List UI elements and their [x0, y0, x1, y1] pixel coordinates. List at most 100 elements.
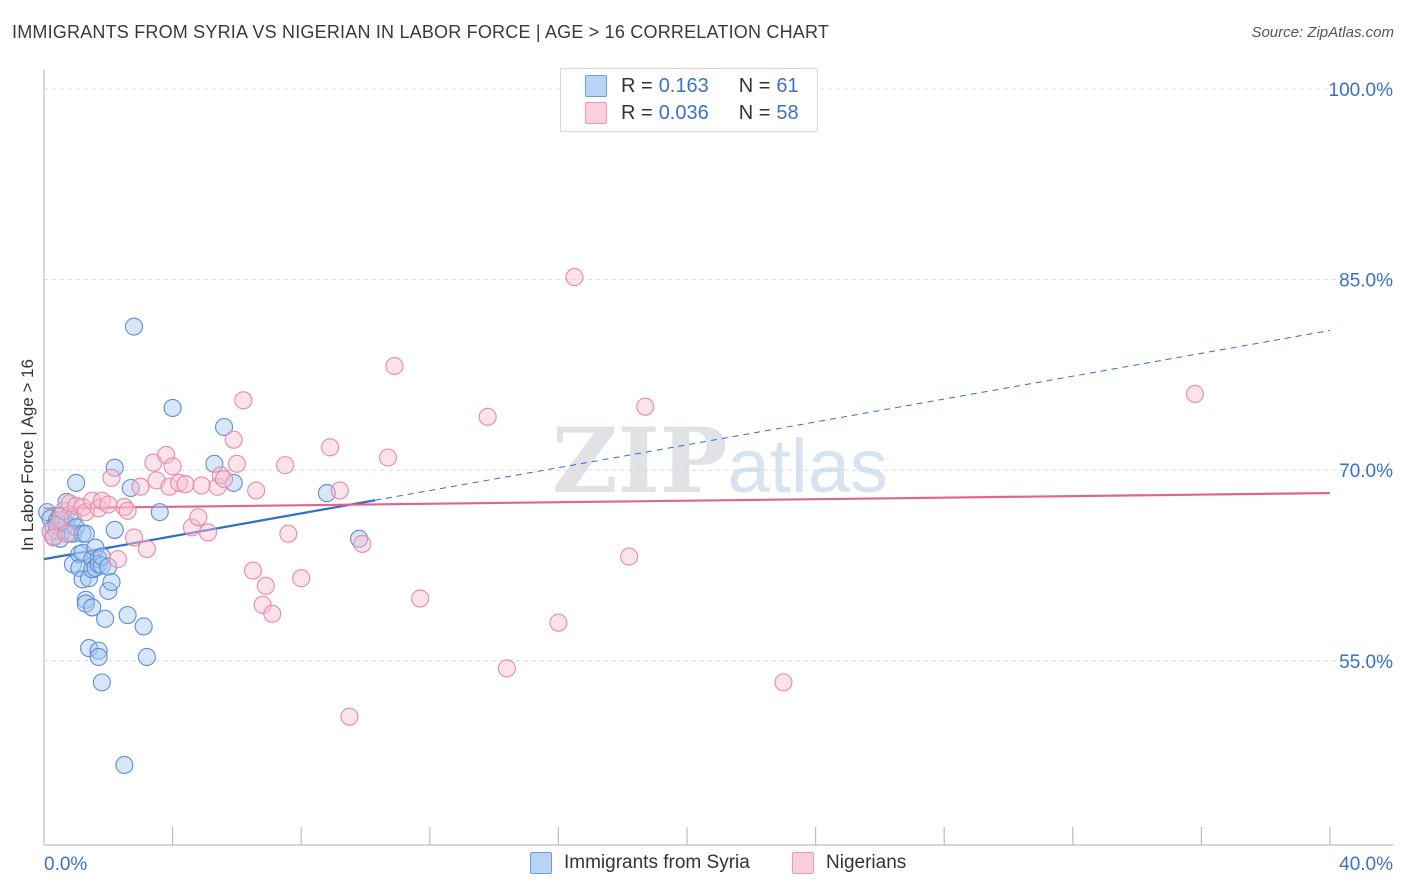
nigeria-point	[169, 473, 189, 492]
nigeria-point	[227, 454, 246, 473]
nigeria-point	[99, 495, 118, 514]
nigeria-point	[176, 475, 195, 494]
nigeria-point	[378, 448, 398, 467]
nigeria-point	[118, 501, 137, 520]
nigeria-point	[620, 547, 639, 566]
syria-legend-label: Immigrants from Syria	[564, 852, 750, 873]
legend-row-syria: R = 0.163 N = 61	[585, 74, 799, 98]
syria-trend-extension	[375, 329, 1331, 501]
chart-title: IMMIGRANTS FROM SYRIA VS NIGERIAN IN LAB…	[12, 22, 830, 42]
nigeria-point	[385, 356, 404, 376]
syria-point	[96, 609, 115, 628]
nigeria-point	[565, 268, 584, 287]
stats-legend: R = 0.163 N = 61 R = 0.036 N = 58	[560, 68, 818, 132]
nigeria-point	[243, 561, 263, 580]
nigeria-point	[330, 481, 349, 500]
nigeria-point	[411, 589, 430, 608]
nigeria-point	[279, 524, 298, 543]
nigeria-point	[108, 550, 127, 569]
nigeria-point	[1185, 384, 1205, 404]
watermark-zip: ZIP	[552, 408, 727, 514]
syria-point	[205, 454, 224, 473]
syria-point	[89, 641, 108, 660]
syria-trend-line	[43, 499, 376, 561]
y-tick-label: 85.0%	[1339, 271, 1393, 292]
legend-row-nigeria: R = 0.036 N = 58	[585, 101, 799, 125]
legend-item-nigeria: Nigerians	[792, 852, 906, 874]
syria-point	[102, 572, 121, 592]
nigeria-point	[774, 673, 793, 692]
nigeria-point	[102, 468, 121, 487]
syria-point	[124, 317, 144, 336]
nigeria-swatch	[792, 852, 814, 874]
nigeria-trend-line	[43, 491, 1331, 510]
series-legend: Immigrants from Syria Nigerians	[0, 852, 1406, 878]
nigeria-point	[321, 438, 340, 457]
legend-item-syria: Immigrants from Syria	[530, 852, 750, 874]
nigeria-point	[276, 456, 295, 475]
syria-point	[105, 458, 124, 477]
trend-lines	[43, 329, 1331, 561]
nigeria-point	[189, 508, 208, 527]
syria-r-value: 0.163	[658, 74, 709, 97]
syria-point	[118, 605, 137, 625]
nigeria-point	[234, 391, 253, 410]
r-label: R =	[621, 74, 653, 97]
nigeria-r-value: 0.036	[658, 101, 709, 124]
y-tick-label: 70.0%	[1339, 461, 1393, 482]
nigeria-point	[214, 470, 234, 489]
nigeria-point	[353, 534, 372, 553]
nigeria-point	[137, 539, 156, 559]
syria-points	[38, 317, 369, 775]
nigeria-point	[208, 477, 227, 496]
syria-point	[115, 755, 134, 775]
syria-point	[137, 647, 156, 667]
nigeria-point	[256, 576, 275, 595]
syria-point	[150, 503, 169, 522]
syria-swatch	[530, 852, 552, 874]
syria-point	[89, 647, 108, 667]
nigeria-point	[478, 407, 497, 426]
syria-point	[83, 598, 102, 617]
n-label: N =	[738, 101, 771, 124]
syria-point	[350, 529, 369, 548]
axis-ticks: 55.0% 70.0% 85.0% 100.0% 0.0% 40.0%	[44, 80, 1393, 875]
nigeria-point	[157, 445, 176, 465]
syria-point	[67, 473, 86, 492]
source-label: Source: ZipAtlas.com	[1251, 24, 1394, 41]
nigeria-point	[340, 707, 359, 726]
nigeria-point	[57, 524, 76, 543]
nigeria-points	[41, 268, 1205, 726]
syria-point	[99, 557, 118, 576]
syria-point	[134, 617, 153, 636]
nigeria-point	[124, 528, 144, 547]
syria-point	[105, 520, 124, 539]
nigeria-point	[198, 523, 218, 542]
nigeria-point	[131, 477, 150, 496]
syria-swatch	[585, 75, 607, 97]
watermark-atlas: atlas	[727, 424, 888, 509]
gridlines	[44, 88, 1390, 662]
nigeria-point	[67, 496, 86, 515]
syria-point	[76, 590, 95, 609]
syria-point	[92, 673, 111, 692]
nigeria-swatch	[585, 102, 607, 124]
nigeria-point	[192, 476, 211, 495]
y-tick-label: 55.0%	[1339, 652, 1393, 673]
x-tick-label: 0.0%	[44, 854, 87, 875]
syria-point	[214, 417, 234, 437]
nigeria-point	[636, 397, 655, 416]
watermark: ZIPatlas	[552, 408, 888, 514]
nigeria-n-value: 58	[776, 101, 799, 124]
nigeria-point	[292, 569, 311, 588]
r-label: R =	[621, 101, 653, 124]
syria-point	[121, 478, 140, 498]
nigeria-point	[182, 518, 201, 537]
nigeria-point	[163, 457, 182, 476]
axes	[43, 70, 1393, 846]
nigeria-point	[247, 481, 266, 500]
syria-n-value: 61	[776, 74, 799, 97]
nigeria-point	[497, 659, 517, 678]
x-tick-label: 40.0%	[1339, 854, 1393, 875]
